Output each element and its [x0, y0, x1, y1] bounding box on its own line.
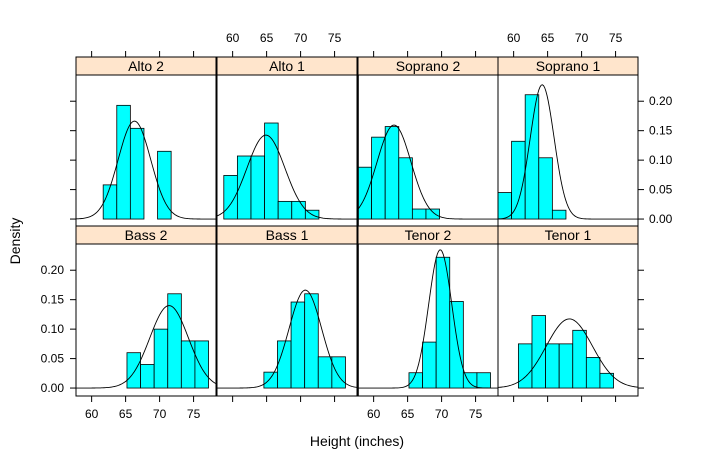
y-tick-label-right-5: 0.20	[649, 94, 673, 108]
x-tick-label-bottom-col1-4: 75	[187, 407, 201, 421]
alto-2-bar-1	[102, 184, 118, 220]
x-tick-label-top-col4-4: 75	[609, 31, 623, 45]
soprano-2-bar-1	[357, 166, 372, 220]
bass-2-strip	[75, 225, 217, 245]
soprano-1-strip	[497, 56, 639, 76]
tenor-2-strip-label: Tenor 2	[405, 227, 452, 243]
tenor-1-bar-1	[517, 343, 533, 389]
bass-2-strip-label: Bass 2	[125, 227, 168, 243]
histogram-bars-layer	[102, 94, 614, 389]
y-tick-label-left-5: 0.20	[41, 263, 65, 277]
soprano-2-bar-2	[371, 136, 386, 220]
tenor-1-bar-3	[545, 343, 560, 389]
bass-2-density-curve	[76, 305, 217, 389]
tenor-1-strip	[497, 225, 639, 245]
density-curves-layer	[75, 84, 639, 389]
alto-1-bar-1	[223, 175, 238, 220]
y-tick-label-left-1: 0.00	[41, 381, 65, 395]
x-tick-label-bottom-col3-4: 75	[469, 407, 483, 421]
y-axis-label: Density	[7, 218, 23, 265]
tenor-1-bar-6	[585, 357, 601, 389]
x-tick-label-bottom-col3-2: 65	[401, 407, 415, 421]
soprano-2-strip-label: Soprano 2	[396, 58, 461, 74]
x-tick-label-bottom-col3-1: 60	[367, 407, 381, 421]
bass-2-bar-6	[194, 340, 209, 389]
x-tick-label-bottom-col1-1: 60	[85, 407, 99, 421]
tenor-2-bar-2	[422, 341, 437, 389]
alto-1-bar-5	[277, 200, 293, 220]
tenor-1-bar-7	[599, 372, 614, 389]
soprano-1-bar-1	[497, 192, 512, 220]
x-tick-label-top-col2-4: 75	[328, 31, 342, 45]
tenor-1-bar-4	[558, 343, 574, 389]
alto-1-bar-3	[250, 155, 265, 220]
alto-2-bar-5	[157, 150, 172, 220]
tenor-2-bar-4	[449, 301, 464, 389]
x-tick-label-bottom-col1-2: 65	[119, 407, 133, 421]
y-tick-label-right-4: 0.15	[649, 124, 673, 138]
soprano-1-bar-4	[538, 157, 553, 220]
alto-1-bar-4	[264, 122, 279, 220]
x-tick-label-top-col4-2: 65	[541, 31, 555, 45]
x-tick-label-bottom-col3-3: 70	[435, 407, 449, 421]
bass-2-bar-2	[140, 364, 155, 389]
x-tick-label-top-col2-2: 65	[260, 31, 274, 45]
soprano-1-density-curve	[497, 84, 638, 220]
soprano-1-bar-5	[551, 209, 567, 220]
y-tick-label-right-3: 0.10	[649, 153, 673, 167]
alto-2-density-curve	[75, 120, 216, 220]
alto-1-strip	[216, 56, 358, 76]
axes-layer: 60 65 70 75 60 65 70 75 60 65 70 75 60 65 70 75 0.00 0.00…	[41, 31, 673, 421]
soprano-2-bar-3	[384, 126, 400, 220]
tenor-2-density-curve	[358, 249, 498, 389]
bass-1-density-curve	[217, 289, 358, 389]
bass-2-bar-3	[153, 328, 169, 389]
tenor-1-density-curve	[497, 318, 639, 388]
bass-1-bar-2	[277, 340, 292, 389]
tenor-2-bar-1	[408, 372, 423, 389]
alto-2-strip-label: Alto 2	[128, 58, 164, 74]
bass-1-strip-label: Bass 1	[266, 227, 309, 243]
y-tick-label-left-2: 0.05	[41, 352, 65, 366]
bass-1-bar-6	[331, 356, 346, 389]
soprano-2-bar-6	[425, 208, 440, 220]
x-tick-label-top-col4-1: 60	[507, 31, 521, 45]
y-tick-label-right-2: 0.05	[649, 183, 673, 197]
alto-1-bar-6	[291, 200, 306, 220]
alto-2-bar-3	[129, 127, 145, 220]
x-tick-label-top-col2-1: 60	[226, 31, 240, 45]
soprano-1-strip-label: Soprano 1	[536, 58, 601, 74]
alto-2-strip	[75, 56, 217, 76]
alto-2-panel-frame	[75, 74, 217, 228]
x-tick-label-bottom-col1-3: 70	[153, 407, 167, 421]
bass-2-bar-1	[126, 352, 141, 389]
bass-1-bar-4	[304, 293, 319, 389]
bass-2-bar-4	[167, 293, 182, 389]
x-axis-label: Height (inches)	[310, 433, 404, 449]
y-tick-label-left-3: 0.10	[41, 322, 65, 336]
bass-1-strip	[216, 225, 358, 245]
soprano-2-bar-4	[398, 157, 413, 220]
bass-1-bar-1	[263, 371, 278, 389]
tenor-2-bar-6	[476, 372, 491, 389]
soprano-1-bar-3	[524, 94, 540, 220]
alto-1-density-curve	[216, 134, 357, 220]
alto-2-bar-2	[116, 104, 131, 220]
y-tick-label-left-4: 0.15	[41, 293, 65, 307]
tenor-1-bar-5	[572, 329, 587, 389]
y-tick-label-right-1: 0.00	[649, 212, 673, 226]
x-tick-label-top-col4-3: 70	[575, 31, 589, 45]
x-tick-label-top-col2-3: 70	[294, 31, 308, 45]
soprano-2-bar-5	[411, 208, 427, 220]
tenor-1-strip-label: Tenor 1	[545, 227, 592, 243]
soprano-2-density-curve	[357, 124, 498, 220]
alto-1-strip-label: Alto 1	[269, 58, 305, 74]
bass-2-bar-5	[180, 340, 196, 389]
bass-1-bar-5	[317, 356, 333, 389]
panel-strips-layer: Alto 2 Alto 1 Soprano 2 Soprano 1 Bass 2 Bass…	[75, 56, 639, 245]
